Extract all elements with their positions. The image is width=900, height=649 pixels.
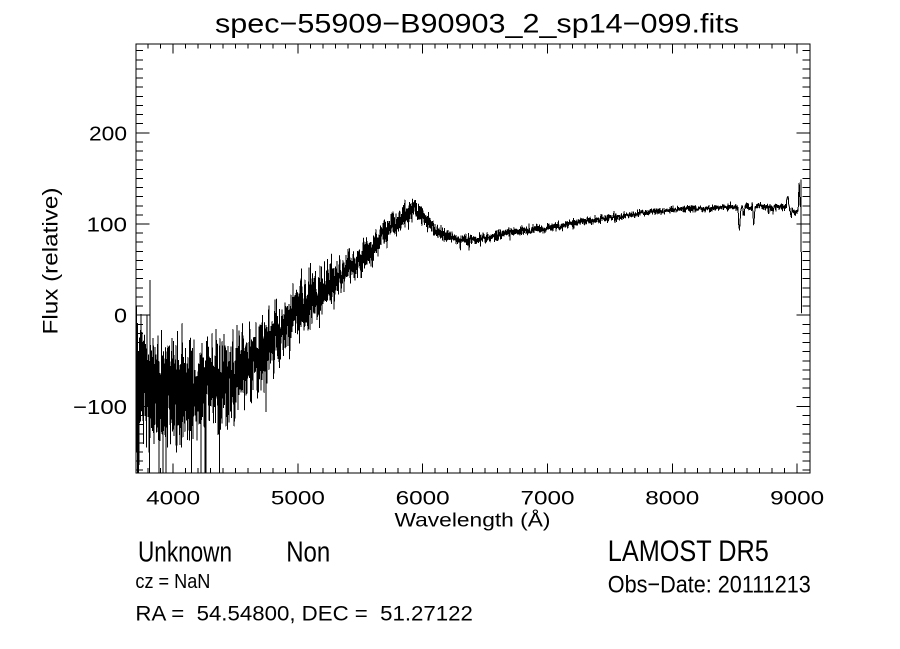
svg-text:−100: −100 [73, 396, 127, 419]
svg-text:7000: 7000 [521, 488, 575, 510]
svg-text:5000: 5000 [271, 488, 325, 510]
svg-text:9000: 9000 [770, 488, 824, 510]
svg-text:RA = 54.54800, DEC = 51.2712: RA = 54.54800, DEC = 51.27122 [135, 602, 473, 625]
svg-text:6000: 6000 [396, 488, 450, 510]
svg-text:4000: 4000 [146, 488, 200, 510]
svg-text:LAMOST DR5: LAMOST DR5 [608, 535, 769, 568]
svg-text:Non: Non [286, 537, 330, 569]
svg-text:cz = NaN: cz = NaN [135, 570, 210, 593]
svg-text:Wavelength (Å): Wavelength (Å) [395, 509, 551, 532]
svg-text:8000: 8000 [645, 488, 699, 510]
svg-text:Unknown: Unknown [138, 537, 232, 569]
svg-text:100: 100 [87, 214, 128, 237]
svg-text:0: 0 [114, 305, 127, 328]
svg-text:Obs−Date: 20111213: Obs−Date: 20111213 [608, 572, 811, 599]
svg-text:spec−55909−B90903_2_sp14−099.f: spec−55909−B90903_2_sp14−099.fits [215, 9, 739, 39]
svg-text:200: 200 [89, 122, 127, 145]
svg-text:Flux (relative): Flux (relative) [40, 188, 63, 335]
